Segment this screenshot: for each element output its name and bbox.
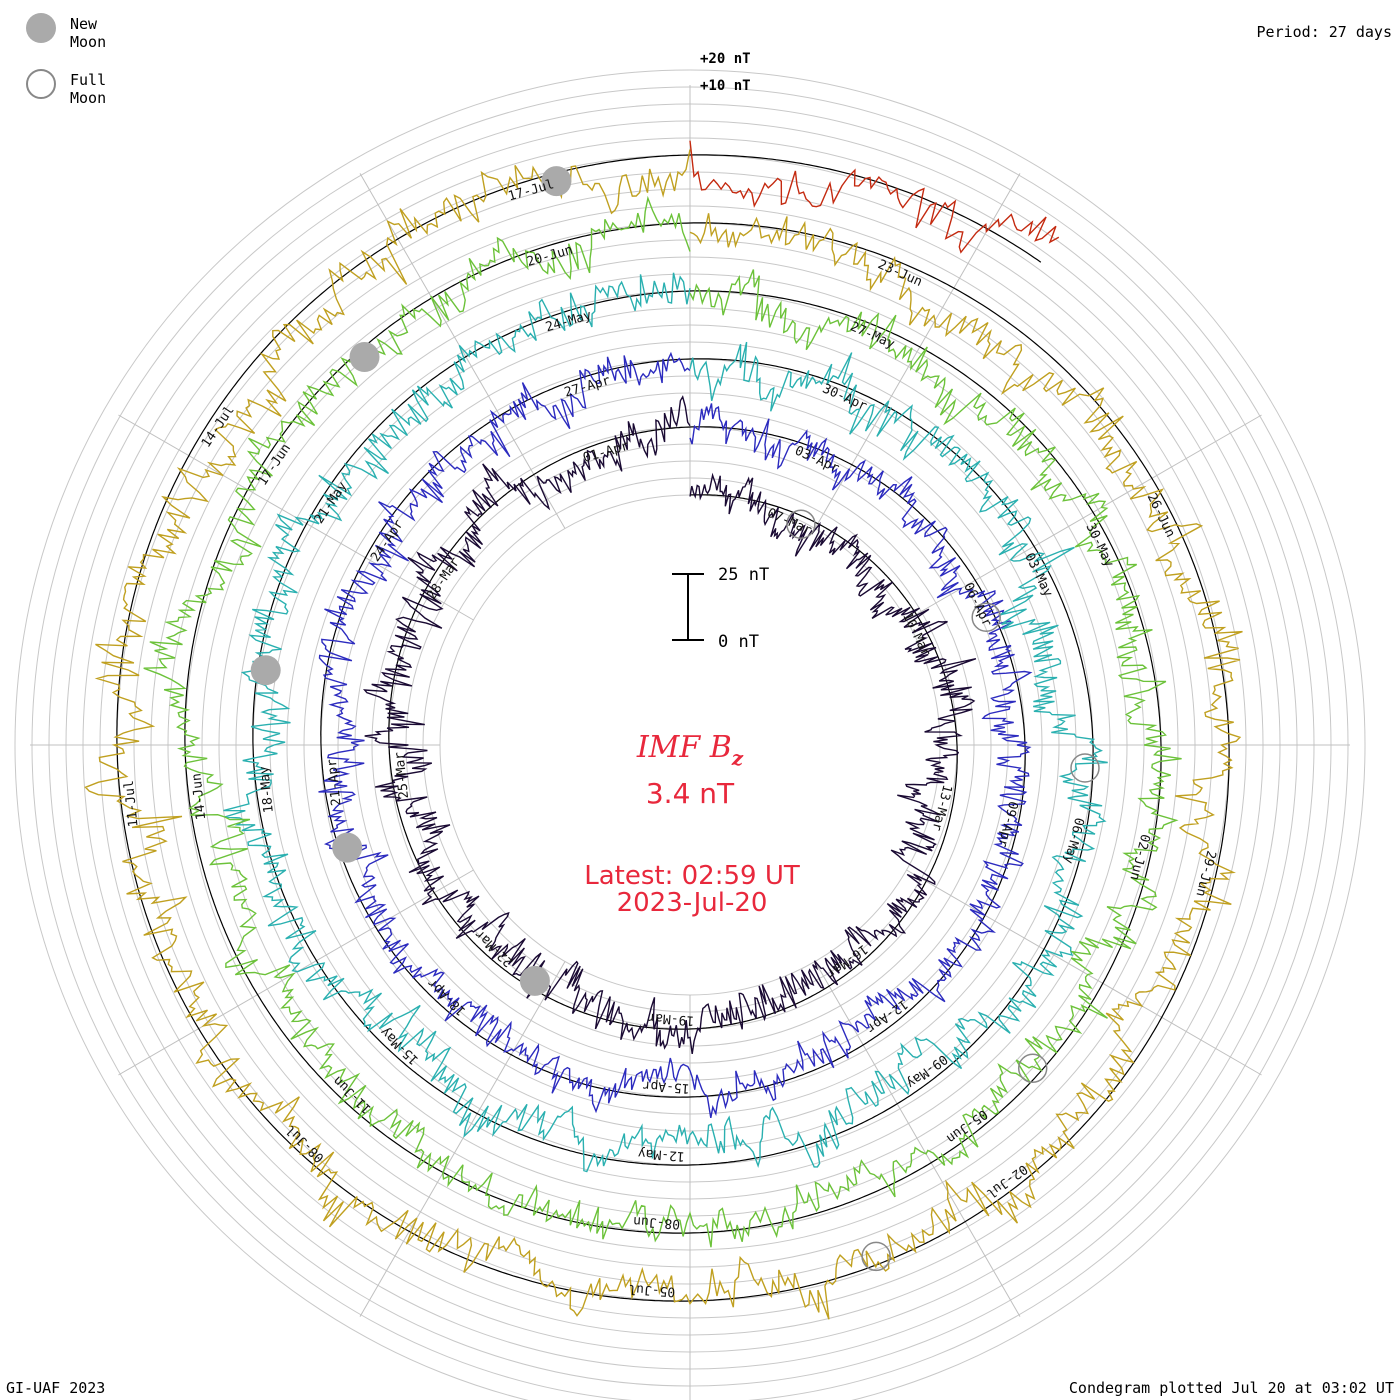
baseline-2 bbox=[320, 358, 1026, 1098]
scale-bar-bottom-label: 0 nT bbox=[718, 632, 759, 652]
spoke-line bbox=[906, 869, 1262, 1076]
date-label: 05-Jul bbox=[628, 1281, 676, 1299]
imf-title-main: IMF B bbox=[636, 730, 732, 765]
plotted-label: Condegram plotted Jul 20 at 03:02 UT bbox=[1068, 1379, 1394, 1397]
latest-date: 2023-Jul-20 bbox=[617, 888, 768, 918]
imf-title: IMF Bz bbox=[636, 730, 744, 770]
date-label: 11-Jul bbox=[122, 780, 142, 828]
baseline-3 bbox=[252, 290, 1094, 1166]
date-label: 08-Jun bbox=[633, 1213, 681, 1231]
date-label: 24-May bbox=[544, 308, 593, 335]
new-moon-marker bbox=[250, 655, 281, 686]
spoke-layer bbox=[30, 85, 1350, 1400]
date-label: 12-May bbox=[637, 1145, 685, 1163]
series-trace-6 bbox=[689, 140, 1060, 254]
grid-circle bbox=[14, 69, 1366, 1400]
baseline-5 bbox=[116, 154, 1230, 1302]
series-trace-5 bbox=[84, 149, 1243, 1320]
spoke-line bbox=[359, 173, 566, 529]
date-label: 19-Mar bbox=[647, 1009, 695, 1027]
baseline-6 bbox=[689, 154, 1042, 263]
new-moon-marker bbox=[519, 965, 550, 996]
date-label: 25-Mar bbox=[392, 751, 412, 799]
trace-layer bbox=[84, 140, 1243, 1320]
scale-label-plus20: +20 nT bbox=[700, 51, 751, 67]
period-label: Period: 27 days bbox=[1256, 23, 1392, 41]
imf-title-subscript: z bbox=[731, 746, 744, 770]
series-trace-2 bbox=[318, 351, 1033, 1119]
full-moon-icon bbox=[26, 69, 56, 99]
new-moon-icon bbox=[26, 13, 56, 43]
center-readout: IMF Bz 3.4 nT Latest: 02:59 UT 2023-Jul-… bbox=[584, 730, 800, 918]
new-moon-marker bbox=[332, 832, 363, 863]
scale-bar-top-label: 25 nT bbox=[718, 565, 769, 585]
spoke-line bbox=[359, 961, 566, 1317]
series-trace-1 bbox=[362, 395, 977, 1055]
series-trace-4 bbox=[143, 195, 1182, 1248]
date-label: 14-Jun bbox=[189, 772, 209, 820]
new-moon-marker bbox=[541, 166, 572, 197]
date-label: 27-Apr bbox=[563, 373, 612, 400]
credit-label: GI-UAF 2023 bbox=[6, 1379, 106, 1397]
spoke-line bbox=[906, 414, 1262, 621]
full-moon-marker bbox=[971, 602, 1001, 632]
date-label: 15-Apr bbox=[642, 1077, 690, 1095]
date-label: 18-May bbox=[257, 765, 277, 813]
full-moon-marker bbox=[1017, 1053, 1048, 1084]
series-trace-3 bbox=[223, 272, 1108, 1173]
date-label: 17-Jul bbox=[506, 177, 555, 204]
legend-full-moon-label: Full Moon bbox=[70, 71, 107, 107]
scale-label-plus10: +10 nT bbox=[700, 78, 751, 94]
date-label: 21-Apr bbox=[325, 758, 345, 806]
full-moon-marker bbox=[861, 1241, 891, 1272]
legend-new-moon-label: New Moon bbox=[70, 15, 107, 51]
date-label: 14-Jul bbox=[199, 403, 238, 450]
full-moon-marker bbox=[786, 509, 816, 539]
full-moon-marker bbox=[1070, 753, 1100, 783]
imf-value: 3.4 nT bbox=[646, 777, 735, 810]
latest-time: Latest: 02:59 UT bbox=[584, 861, 800, 891]
date-label: 01-Apr bbox=[581, 439, 630, 466]
new-moon-marker bbox=[349, 342, 380, 372]
moon-layer bbox=[250, 166, 1100, 1272]
spoke-line bbox=[814, 961, 1021, 1317]
scale-bar: 25 nT 0 nT bbox=[672, 565, 769, 652]
spoke-line bbox=[118, 869, 474, 1076]
